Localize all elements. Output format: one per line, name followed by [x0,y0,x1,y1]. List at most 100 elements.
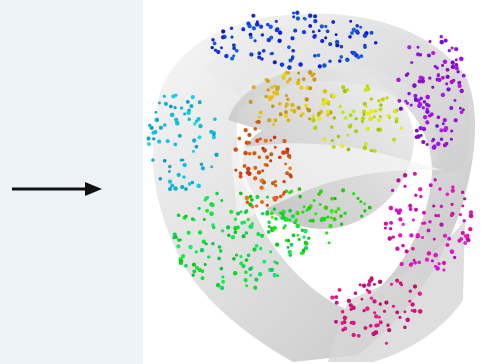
point-dot [158,101,161,105]
point-dot [187,117,191,121]
point-dot [316,53,321,58]
point-dot [342,315,348,321]
point-dot [246,253,251,258]
point-dot [360,297,364,301]
point-dot [412,171,417,176]
point-dot [283,113,289,119]
point-dot [207,255,211,259]
point-dot [412,284,418,289]
point-dot [346,147,351,152]
point-dot [359,25,363,29]
point-dot [322,89,326,93]
point-dot [162,159,167,163]
point-dot [436,141,441,147]
point-dot [360,119,364,123]
point-dot [420,78,426,84]
point-dot [273,118,278,123]
point-dot [337,288,342,292]
point-dot [284,217,289,222]
point-dot [398,217,403,222]
right-arrow-icon [12,182,102,196]
point-dot [378,107,383,112]
point-dot [318,202,322,206]
point-dot [363,45,367,49]
point-dot [304,103,308,108]
point-dot [362,112,366,117]
point-dot [196,183,201,189]
point-dot [388,227,393,231]
point-dot [154,110,158,114]
point-dot [308,117,312,121]
point-dot [295,80,301,86]
point-dot [220,46,223,50]
point-dot [394,119,399,124]
point-dot [230,234,236,240]
point-dot [184,263,188,268]
point-dot [212,132,216,137]
point-dot [270,215,274,219]
point-dot [270,181,276,186]
point-dot [415,233,420,238]
point-dot [317,29,321,33]
point-dot [431,137,436,142]
point-dot [389,282,394,286]
point-dot [224,53,229,59]
point-dot [250,222,254,226]
point-dot [417,102,423,107]
point-dot [245,170,250,175]
point-dot [259,24,264,29]
point-dot [281,150,286,155]
point-dot [313,19,318,24]
point-dot [339,214,343,218]
point-dot [362,145,368,151]
point-dot [330,295,335,300]
point-dot [343,211,347,215]
point-dot [247,151,252,156]
point-dot [373,311,377,315]
point-dot [288,166,292,171]
point-dot [459,88,464,94]
point-dot [436,214,441,218]
point-dot [454,58,458,62]
point-dot [288,253,292,257]
point-dot [274,217,278,221]
point-dot [461,73,466,78]
point-dot [286,238,291,243]
point-dot [356,333,361,338]
point-dot [391,235,395,239]
point-dot [395,310,400,315]
point-dot [234,168,238,172]
point-dot [334,295,339,299]
point-dot [468,226,473,232]
point-dot [274,91,280,96]
point-dot [463,234,468,238]
point-dot [396,178,401,183]
point-dot [282,139,287,144]
point-dot [349,123,353,127]
point-dot [274,180,277,183]
point-dot [417,79,422,84]
point-dot [263,162,268,167]
point-dot [329,125,334,129]
point-dot [441,75,445,80]
point-dot [211,135,216,140]
point-dot [269,35,274,40]
point-dot [232,54,236,58]
point-dot [365,306,370,311]
point-dot [373,109,378,113]
roll-tail-surface [328,220,465,362]
point-dot [282,190,286,195]
point-dot [354,129,359,134]
point-dot [410,302,415,307]
point-dot [354,117,358,121]
point-dot [425,120,430,125]
point-dot [398,315,402,319]
point-dot [272,196,277,201]
point-dot [354,29,360,34]
point-dot [244,258,249,262]
point-dot [253,165,258,170]
point-dot [454,66,459,71]
point-dot [363,141,368,146]
point-dot [194,250,198,254]
point-dot [296,105,301,110]
